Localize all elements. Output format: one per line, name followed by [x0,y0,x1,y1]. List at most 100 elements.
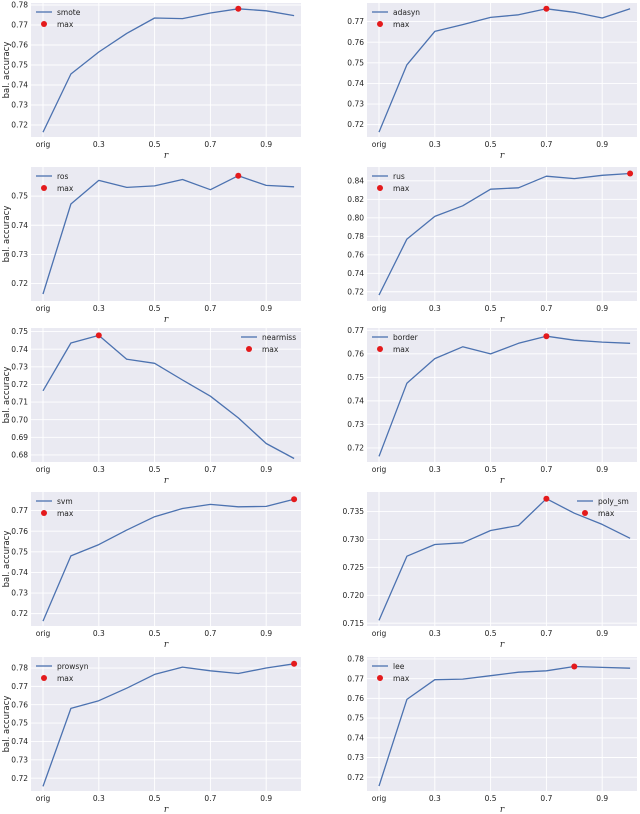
plot-background [367,3,637,137]
y-tick-label: 0.78 [347,232,364,241]
max-point [627,170,634,177]
max-point [571,663,578,670]
x-tick-label: 0.7 [204,794,216,803]
y-axis-label: bal. accuracy [2,206,12,263]
y-tick-label: 0.76 [347,250,364,259]
series-line [378,8,631,133]
max-point [543,333,550,340]
legend-max-swatch [377,346,383,352]
y-tick-label: 0.72 [347,443,364,452]
x-axis-label: r [164,640,169,650]
x-tick-label: 0.5 [485,465,497,474]
legend-max-label: max [598,509,615,518]
x-tick-label: 0.9 [596,304,608,313]
x-tick-label: 0.5 [149,140,161,149]
y-tick-label: 0.74 [11,345,28,354]
legend-series-label: prowsyn [57,662,89,671]
plot-background [367,328,637,462]
y-tick-label: 0.75 [347,58,364,67]
x-tick-label: 0.3 [429,629,441,638]
x-tick-label: 0.3 [429,304,441,313]
y-tick-label: 0.76 [347,38,364,47]
x-axis-label: r [500,640,505,650]
plot-background [31,492,301,626]
series-line [378,498,631,621]
subplot-poly_sm: 0.715 0.720 0.725 0.730 0.735 orig 0.3 0.5 0.7 0.… [343,492,637,650]
y-tick-label: 0.78 [347,655,364,664]
y-tick-label: 0.76 [11,41,28,50]
x-tick-label: 0.9 [260,304,272,313]
y-tick-label: 0.72 [11,774,28,783]
x-tick-label: orig [372,794,387,803]
y-tick-label: 0.74 [11,221,28,230]
y-tick-label: 0.72 [347,773,364,782]
x-tick-label: orig [372,140,387,149]
y-tick-label: 0.730 [343,535,365,544]
x-tick-label: 0.5 [485,794,497,803]
y-tick-label: 0.74 [347,269,364,278]
x-axis-label: r [500,315,505,325]
y-tick-label: 0.74 [347,733,364,742]
x-tick-label: 0.9 [260,629,272,638]
legend-series-label: rus [393,172,405,181]
y-tick-label: 0.70 [11,415,28,424]
x-tick-label: 0.7 [204,304,216,313]
x-tick-label: 0.7 [204,140,216,149]
y-tick-label: 0.74 [347,396,364,405]
x-tick-label: 0.3 [429,794,441,803]
x-tick-label: 0.5 [485,304,497,313]
subplot-ros: 0.72 0.73 0.74 0.75 orig 0.3 0.5 0.7 0.9 r bal. ac… [2,167,301,325]
legend-max-swatch [246,346,252,352]
x-axis-label: r [500,476,505,486]
legend-series-label: smote [57,8,81,17]
x-tick-label: 0.3 [93,465,105,474]
plot-background [31,167,301,301]
y-tick-label: 0.82 [347,195,364,204]
x-tick-label: orig [36,465,51,474]
y-tick-label: 0.74 [347,79,364,88]
x-tick-label: 0.5 [485,629,497,638]
x-tick-label: orig [36,794,51,803]
subplot-border: 0.72 0.73 0.74 0.75 0.76 0.77 orig 0.3 0.5 0.7 0.9… [347,326,637,486]
y-tick-label: 0.72 [347,287,364,296]
y-tick-label: 0.73 [347,100,364,109]
max-point [291,496,298,503]
x-tick-label: 0.9 [596,465,608,474]
x-tick-label: 0.7 [540,794,552,803]
max-point [543,495,550,502]
series-line [42,8,295,133]
y-tick-label: 0.76 [11,527,28,536]
max-point [95,332,102,339]
legend-max-swatch [582,510,588,516]
legend-max-label: max [393,20,410,29]
x-tick-label: orig [372,304,387,313]
y-tick-label: 0.75 [11,192,28,201]
y-tick-label: 0.72 [347,120,364,129]
x-tick-label: 0.7 [540,629,552,638]
y-tick-label: 0.75 [347,373,364,382]
y-tick-label: 0.77 [11,506,28,515]
subplot-nearmiss: 0.68 0.69 0.70 0.71 0.72 0.73 0.74 0.75 orig 0.3 0… [2,327,301,486]
y-tick-label: 0.72 [11,380,28,389]
x-axis-label: r [164,805,169,814]
y-tick-label: 0.735 [343,507,365,516]
y-tick-label: 0.78 [11,1,28,10]
y-tick-label: 0.75 [11,327,28,336]
x-tick-label: 0.9 [596,140,608,149]
legend-series-label: svm [57,497,73,506]
x-tick-label: 0.9 [596,629,608,638]
legend-series-label: nearmiss [262,333,296,342]
legend-series-label: poly_sm [598,497,629,506]
y-tick-label: 0.73 [347,420,364,429]
y-tick-label: 0.71 [11,398,28,407]
series-line [42,175,295,295]
x-tick-label: 0.5 [149,794,161,803]
y-tick-label: 0.720 [343,591,365,600]
x-axis-label: r [500,151,505,161]
legend-max-swatch [41,21,47,27]
x-tick-label: orig [372,465,387,474]
x-tick-label: 0.3 [93,304,105,313]
y-tick-label: 0.73 [11,362,28,371]
y-tick-label: 0.77 [11,21,28,30]
y-tick-label: 0.75 [11,719,28,728]
